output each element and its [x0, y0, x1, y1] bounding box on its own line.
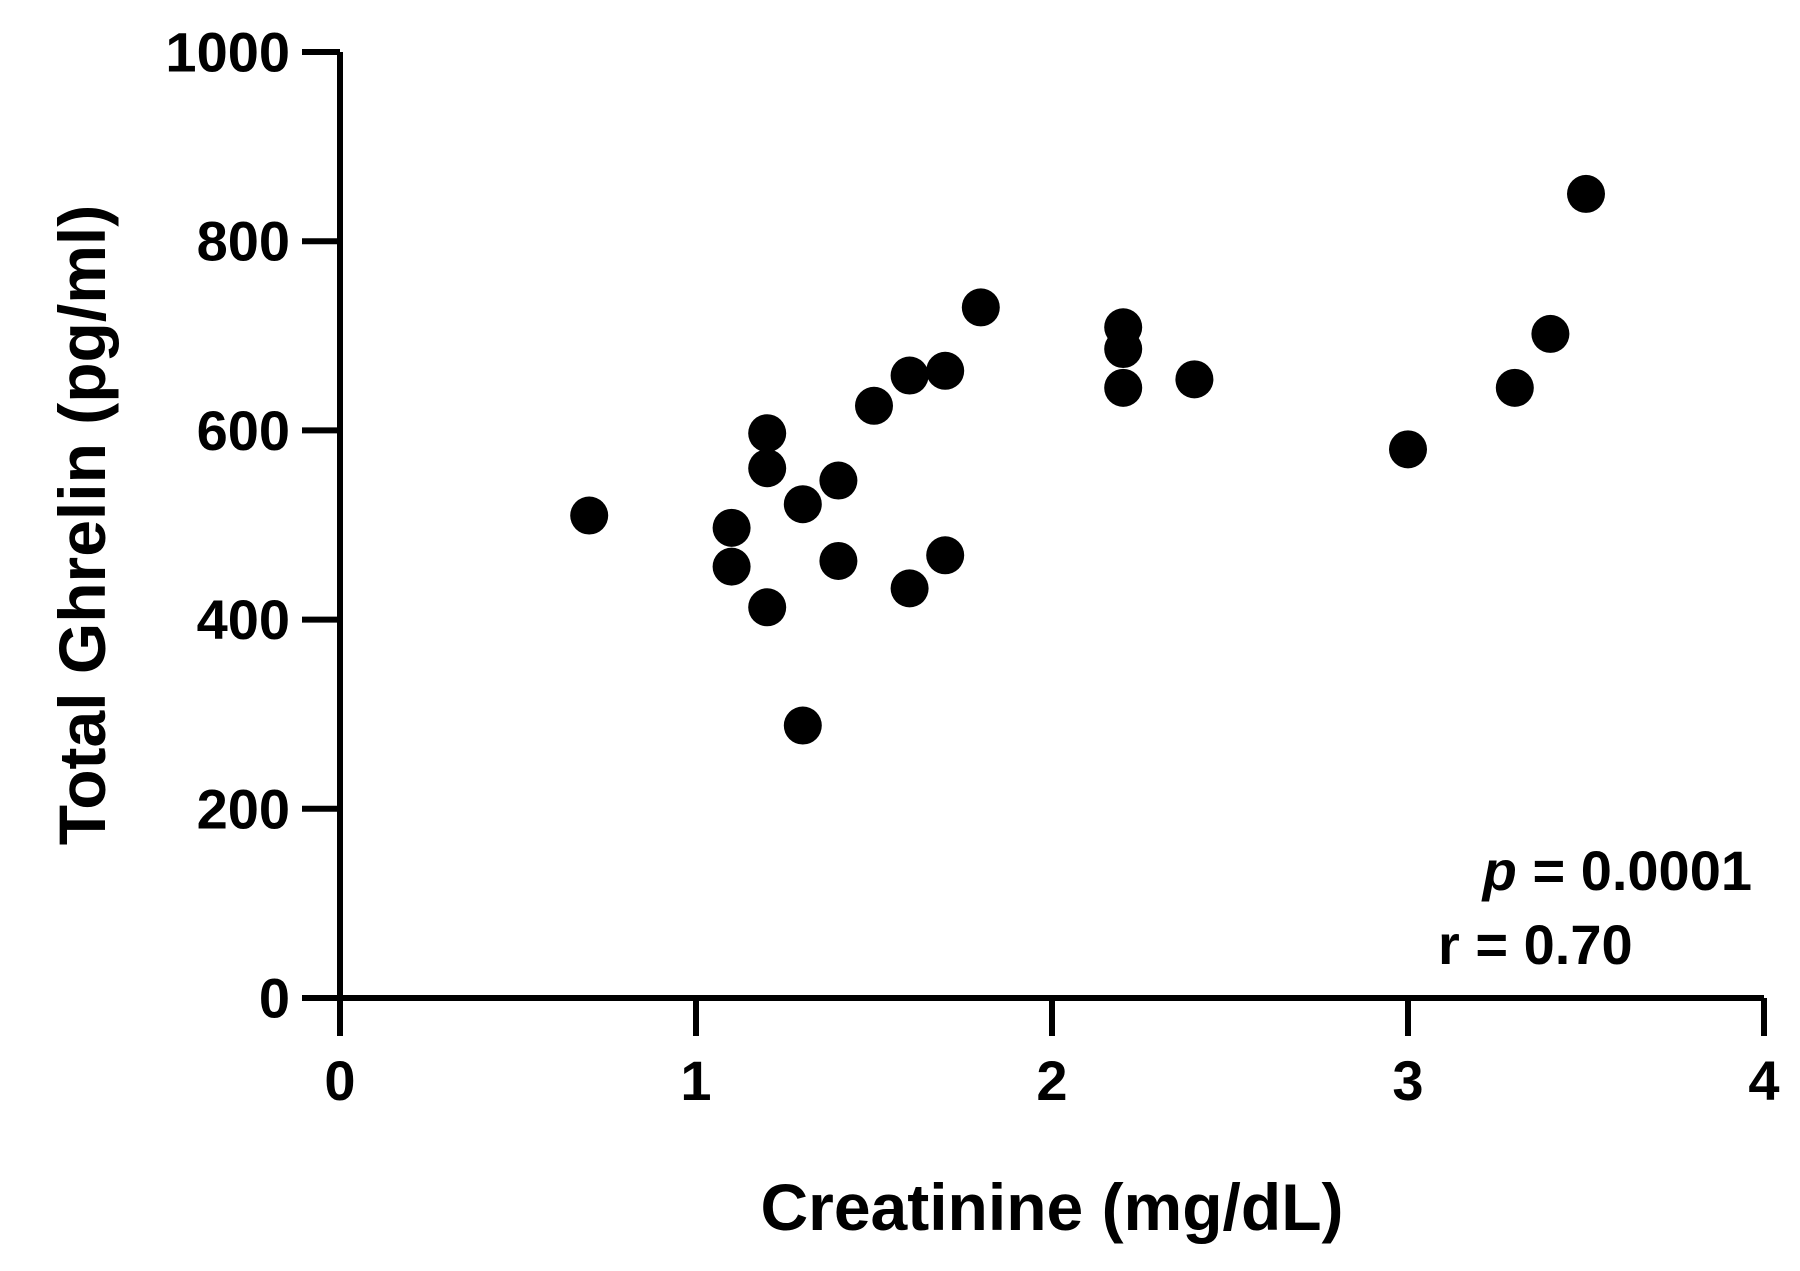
data-points [570, 174, 1605, 745]
data-point [1104, 330, 1143, 369]
data-point [748, 588, 787, 627]
p-value-annotation: p = 0.0001 [1481, 839, 1752, 902]
p-value: = 0.0001 [1517, 839, 1752, 902]
data-point [855, 386, 893, 425]
r-value-annotation: r = 0.70 [1438, 913, 1633, 976]
y-tick-label: 400 [197, 588, 290, 651]
data-point [819, 541, 858, 580]
x-axis-title: Creatinine (mg/dL) [760, 1170, 1343, 1244]
data-point [890, 569, 929, 608]
data-point [1104, 368, 1143, 407]
data-point [783, 706, 822, 745]
data-point [748, 414, 787, 453]
data-point [890, 356, 929, 395]
x-tick-label: 4 [1748, 1049, 1779, 1112]
data-point [819, 461, 858, 500]
data-point [712, 547, 751, 586]
data-point [1567, 174, 1605, 213]
data-point [1389, 430, 1427, 469]
x-tick-label: 0 [324, 1049, 355, 1112]
y-tick-label: 0 [259, 967, 290, 1030]
data-point [1175, 360, 1214, 399]
y-tick-label: 200 [197, 777, 290, 840]
y-axis-ticks: 0 200 400 600 800 1000 [165, 21, 340, 1030]
p-symbol: p [1481, 839, 1517, 902]
data-point [1531, 314, 1570, 353]
x-tick-label: 1 [680, 1049, 711, 1112]
x-tick-label: 2 [1036, 1049, 1067, 1112]
data-point [961, 288, 1000, 327]
data-point [1495, 368, 1534, 407]
y-tick-label: 1000 [165, 21, 290, 84]
data-point [748, 449, 787, 488]
x-tick-label: 3 [1392, 1049, 1423, 1112]
data-point [926, 536, 965, 575]
y-tick-label: 800 [197, 210, 290, 273]
data-point [926, 351, 965, 390]
data-point [570, 496, 609, 535]
y-axis-title: Total Ghrelin (pg/ml) [45, 205, 119, 845]
y-tick-label: 600 [197, 399, 290, 462]
data-point [712, 508, 751, 547]
x-axis-ticks: 0 1 2 3 4 [324, 998, 1780, 1112]
data-point [783, 485, 822, 524]
